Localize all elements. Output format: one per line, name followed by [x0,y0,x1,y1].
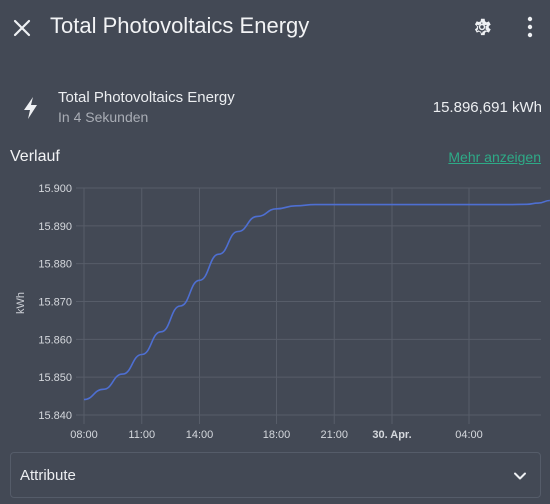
chart-grid [76,187,541,424]
x-tick-label: 04:00 [455,429,483,441]
y-tick-label: 15.900 [38,183,72,195]
dialog-title: Total Photovoltaics Energy [50,13,310,38]
entity-row: Total Photovoltaics Energy In 4 Sekunden… [0,80,550,136]
y-tick-label: 15.890 [38,221,72,233]
gear-icon [474,18,491,36]
settings-button[interactable] [462,7,502,47]
y-tick-label: 15.850 [38,372,72,384]
y-axis-label: kWh [15,292,27,314]
chevron-down-icon [514,472,526,480]
x-tick-label: 30. Apr. [372,429,411,441]
series-line [83,199,550,401]
x-tick-label: 21:00 [320,429,348,441]
y-tick-label: 15.840 [38,410,72,422]
y-tick-label: 15.870 [38,297,72,309]
more-options-button[interactable] [510,7,550,47]
lightning-bolt-icon [24,97,37,119]
attributes-label: Attribute [20,467,76,484]
chart-series [83,199,550,401]
y-axis-ticks: 15.900 15.890 15.880 15.870 15.860 15.850 15.8… [38,183,72,422]
close-button[interactable] [2,8,42,48]
y-tick-label: 15.860 [38,334,72,346]
entity-name: Total Photovoltaics Energy [58,89,235,106]
y-tick-label: 15.880 [38,259,72,271]
x-tick-label: 14:00 [186,429,214,441]
entity-state: 15.896,691 kWh [432,99,542,116]
entity-secondary-info: In 4 Sekunden [58,109,149,125]
attributes-expander[interactable]: Attribute [10,452,541,498]
close-icon [13,19,31,37]
more-vertical-icon [527,16,533,38]
x-axis-ticks: 08:00 11:00 14:00 18:00 21:00 30. Apr. 04:00 [70,429,483,441]
x-tick-label: 08:00 [70,429,98,441]
x-tick-label: 18:00 [263,429,291,441]
app-header: Total Photovoltaics Energy [0,0,550,56]
history-title: Verlauf [10,148,60,165]
show-more-link[interactable]: Mehr anzeigen [448,149,541,165]
history-chart: 15.900 15.890 15.880 15.870 15.860 15.850 15.8… [15,183,550,441]
x-tick-label: 11:00 [128,429,155,441]
